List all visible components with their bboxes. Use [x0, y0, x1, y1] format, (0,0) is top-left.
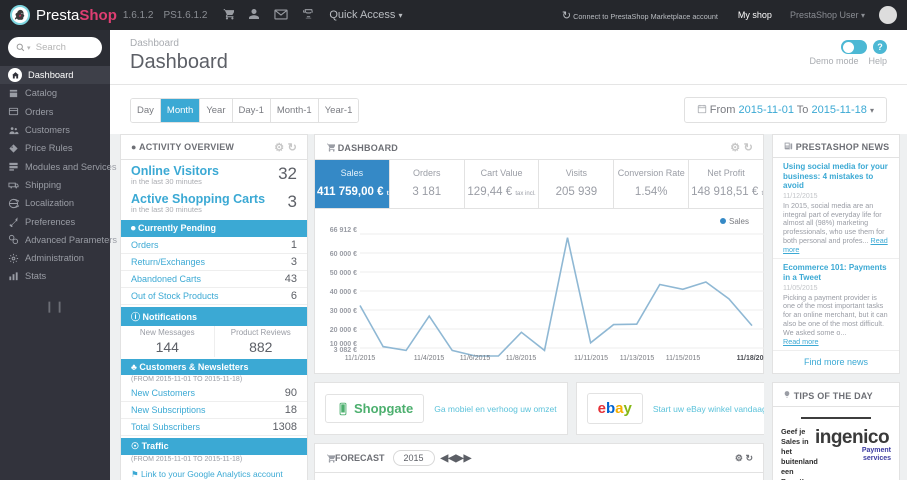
svg-text:11/6/2015: 11/6/2015	[460, 355, 491, 362]
svg-text:11/18/201: 11/18/201	[737, 355, 764, 362]
svg-text:50 000 €: 50 000 €	[330, 270, 357, 277]
svg-text:66 912 €: 66 912 €	[330, 227, 357, 234]
svg-text:3 082 €: 3 082 €	[334, 347, 357, 354]
svg-text:30 000 €: 30 000 €	[330, 308, 357, 315]
svg-text:40 000 €: 40 000 €	[330, 289, 357, 296]
svg-text:60 000 €: 60 000 €	[330, 251, 357, 258]
svg-text:11/11/2015: 11/11/2015	[574, 355, 608, 362]
svg-text:11/15/2015: 11/15/2015	[666, 355, 701, 362]
svg-text:11/8/2015: 11/8/2015	[506, 355, 537, 362]
svg-text:11/13/2015: 11/13/2015	[620, 355, 655, 362]
svg-text:11/4/2015: 11/4/2015	[414, 355, 445, 362]
svg-text:20 000 €: 20 000 €	[330, 327, 357, 334]
svg-text:11/1/2015: 11/1/2015	[345, 355, 376, 362]
